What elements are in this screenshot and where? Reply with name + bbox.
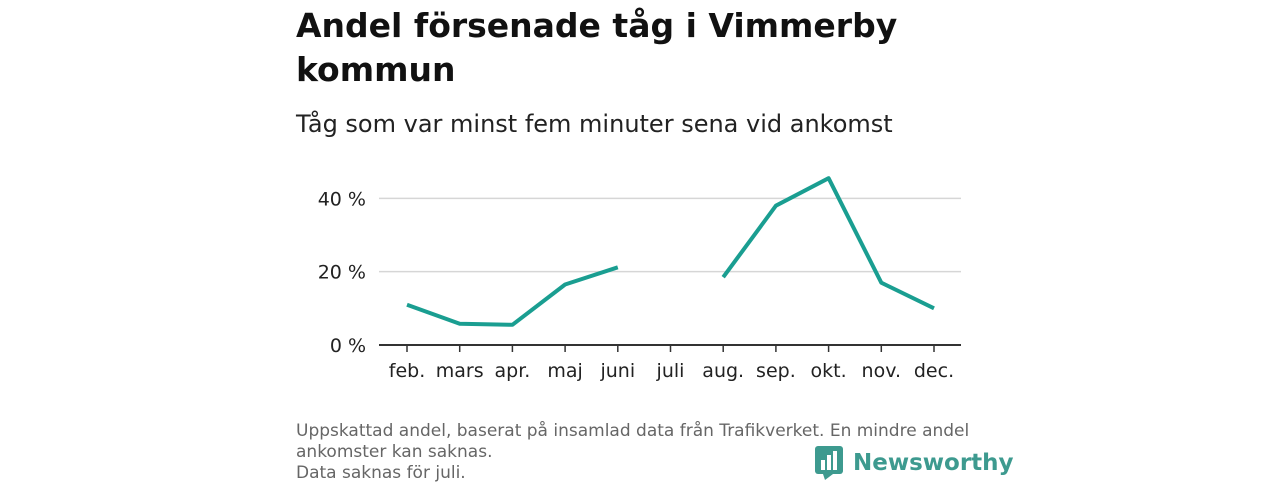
footnote-line: ankomster kan saknas. xyxy=(296,442,493,462)
chart-title: Andel försenade tåg i Vimmerby kommun xyxy=(296,6,898,89)
series-line xyxy=(721,176,935,311)
y-tick-label: 40 % xyxy=(318,188,366,210)
line-chart: 0 % 20 % 40 % feb. mars apr. maj juni juli aug. s… xyxy=(318,176,961,382)
x-tick-label: nov. xyxy=(862,360,901,382)
x-tick-label: sep. xyxy=(756,360,796,382)
x-axis-ticks: feb. mars apr. maj juni juli aug. sep. okt. nov. d… xyxy=(389,345,954,382)
series-line xyxy=(406,265,619,327)
newsworthy-logo: Newsworthy xyxy=(815,446,1014,480)
y-tick-label: 20 % xyxy=(318,262,366,284)
chart-footnote: Uppskattad andel, baserat på insamlad da… xyxy=(296,421,996,484)
x-tick-label: dec. xyxy=(914,360,954,382)
series-lines xyxy=(406,176,935,327)
x-tick-label: mars xyxy=(436,360,484,382)
y-tick-label: 0 % xyxy=(330,335,366,357)
x-tick-label: maj xyxy=(547,360,582,382)
bar-chart-icon xyxy=(815,446,843,480)
x-tick-label: okt. xyxy=(811,360,847,382)
grid-lines xyxy=(379,197,961,273)
x-tick-label: juli xyxy=(656,360,685,382)
x-tick-label: feb. xyxy=(389,360,425,382)
footnote-line: Uppskattad andel, baserat på insamlad da… xyxy=(296,421,970,441)
chart-subtitle: Tåg som var minst fem minuter sena vid a… xyxy=(296,110,893,138)
brand-name: Newsworthy xyxy=(853,450,1014,476)
x-tick-label: juni xyxy=(599,360,635,382)
x-tick-label: aug. xyxy=(702,360,744,382)
x-tick-label: apr. xyxy=(494,360,530,382)
footnote-line: Data saknas för juli. xyxy=(296,463,466,483)
y-axis-ticks: 0 % 20 % 40 % xyxy=(318,188,366,357)
